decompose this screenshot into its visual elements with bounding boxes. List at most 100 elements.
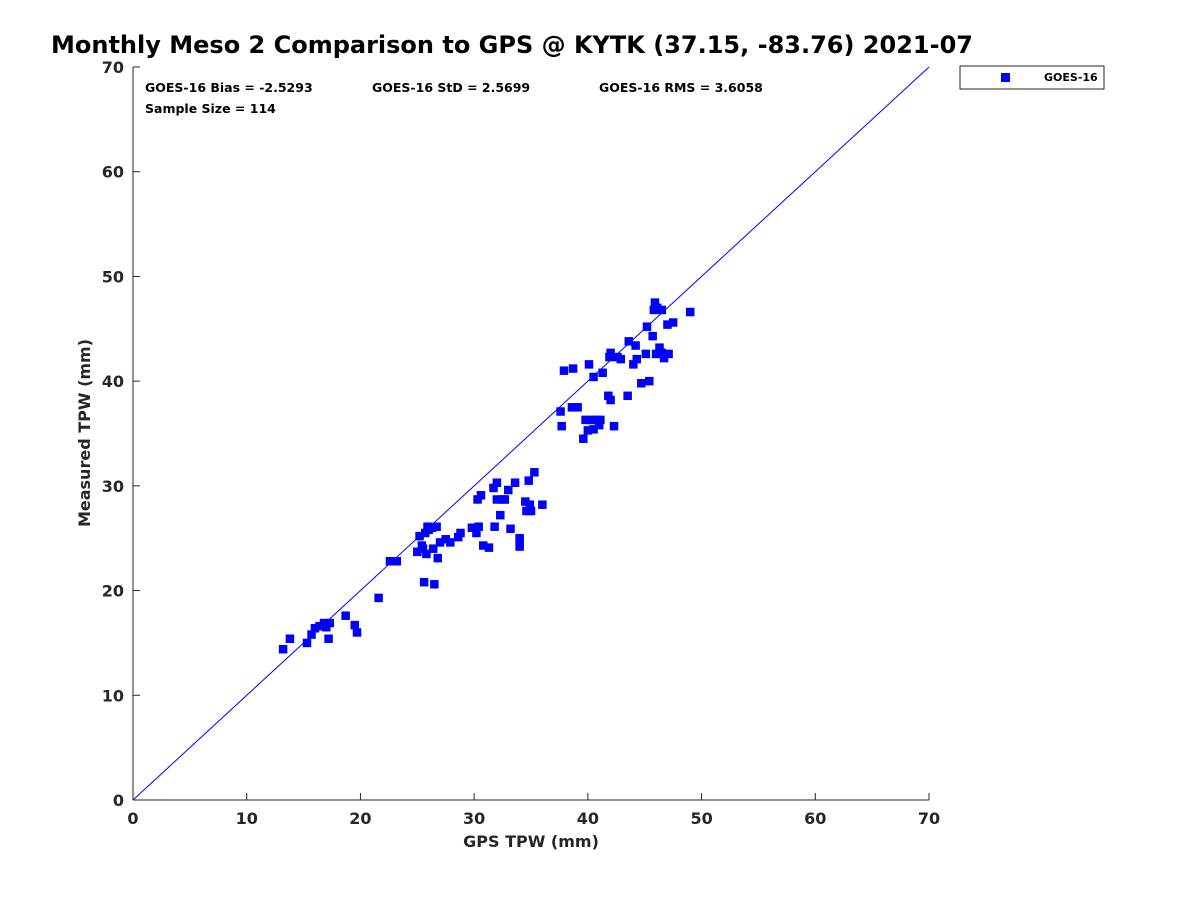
data-point: [427, 523, 437, 532]
data-point: [685, 307, 695, 317]
data-point: [433, 553, 443, 563]
data-point: [474, 522, 483, 531]
data-point: [652, 303, 662, 313]
data-point: [413, 547, 422, 557]
data-point: [352, 628, 362, 637]
data-point: [467, 523, 477, 532]
data-point: [432, 522, 441, 531]
data-point: [594, 420, 604, 430]
data-point: [510, 478, 520, 487]
x-tick-label: 0: [127, 809, 138, 828]
data-point: [315, 621, 324, 631]
data-point: [538, 500, 547, 509]
data-point: [663, 320, 672, 329]
data-point: [500, 495, 510, 504]
data-point: [302, 638, 312, 648]
data-point: [435, 538, 445, 547]
data-point: [568, 364, 578, 373]
x-tick-label: 60: [804, 809, 826, 828]
data-point: [422, 549, 431, 559]
data-point: [456, 528, 465, 538]
data-point: [632, 354, 642, 364]
data-point: [642, 322, 652, 331]
data-point: [350, 620, 359, 630]
data-point: [430, 580, 439, 589]
data-point: [559, 366, 569, 375]
x-axis-label: GPS TPW (mm): [463, 832, 599, 851]
data-point: [650, 298, 660, 307]
data-point: [415, 531, 424, 541]
x-tick-label: 20: [349, 809, 371, 828]
data-point: [589, 372, 598, 382]
data-point: [515, 542, 524, 551]
y-tick-label: 0: [113, 791, 124, 810]
data-point: [441, 535, 450, 544]
data-point: [492, 478, 502, 487]
y-tick-label: 40: [102, 372, 124, 391]
data-point: [525, 500, 535, 509]
sample-size-annotation: Sample Size = 114: [145, 101, 276, 116]
legend-label: GOES-16: [1044, 71, 1098, 84]
data-point: [637, 378, 646, 388]
data-point: [579, 434, 588, 443]
x-tick-label: 70: [918, 809, 940, 828]
data-point: [623, 391, 632, 401]
data-point: [522, 506, 531, 516]
legend-marker: [1001, 73, 1010, 82]
data-point: [573, 403, 582, 412]
one-to-one-line: [132, 66, 930, 801]
data-point: [648, 331, 657, 341]
data-point: [556, 407, 565, 416]
data-point: [446, 538, 455, 547]
data-point: [596, 415, 605, 425]
data-point: [655, 343, 664, 352]
x-tick-label: 10: [236, 809, 258, 828]
y-tick-label: 60: [102, 163, 124, 182]
legend-box: [959, 65, 1105, 90]
data-point: [492, 495, 502, 504]
data-point: [629, 360, 638, 369]
y-tick-label: 70: [102, 58, 124, 77]
data-point: [631, 341, 640, 350]
data-point: [641, 349, 651, 359]
data-point: [278, 644, 288, 654]
rms-annotation: GOES-16 RMS = 3.6058: [599, 80, 763, 95]
data-point: [392, 557, 402, 566]
data-point: [310, 624, 320, 633]
data-point: [584, 360, 594, 369]
y-tick-label: 30: [102, 477, 124, 496]
y-axis-label: Measured TPW (mm): [75, 339, 94, 527]
data-point: [567, 403, 577, 412]
data-point: [657, 348, 667, 358]
data-point: [476, 491, 486, 500]
data-point: [526, 506, 536, 516]
data-point: [484, 543, 494, 552]
reference-line: [132, 66, 930, 801]
data-point: [659, 353, 669, 363]
data-point: [645, 376, 654, 386]
scatter-points: [278, 298, 695, 654]
data-point: [504, 485, 513, 495]
data-point: [609, 421, 619, 431]
data-point: [419, 577, 429, 587]
data-point: [428, 544, 438, 553]
std-annotation: GOES-16 StD = 2.5699: [372, 80, 530, 95]
y-tick-label: 20: [102, 582, 124, 601]
data-point: [324, 634, 333, 643]
data-point: [589, 425, 598, 434]
data-point: [341, 611, 350, 620]
legend: GOES-16: [959, 65, 1105, 90]
x-tick-label: 40: [577, 809, 599, 828]
data-point: [478, 541, 488, 550]
data-point: [496, 510, 505, 520]
data-point: [418, 544, 428, 553]
data-point: [606, 395, 615, 405]
chart-title: Monthly Meso 2 Comparison to GPS @ KYTK …: [51, 31, 973, 59]
data-point: [530, 467, 539, 477]
data-point: [657, 305, 667, 315]
data-point: [651, 349, 661, 359]
data-point: [557, 421, 566, 431]
data-point: [598, 368, 607, 378]
data-point: [606, 348, 615, 358]
